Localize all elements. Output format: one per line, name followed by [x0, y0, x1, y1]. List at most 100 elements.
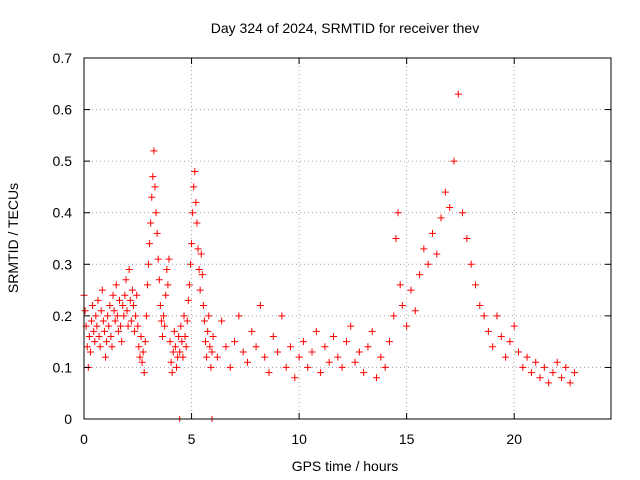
data-point	[373, 374, 381, 382]
data-point	[261, 353, 269, 361]
data-point	[198, 271, 206, 279]
data-point	[515, 348, 523, 356]
data-point	[536, 374, 544, 382]
data-point	[124, 322, 132, 330]
y-tick-label: 0.6	[53, 102, 73, 118]
data-point	[140, 369, 148, 377]
data-point	[85, 332, 93, 340]
data-points	[80, 90, 578, 422]
data-point	[351, 358, 359, 366]
data-point	[139, 348, 147, 356]
data-point	[90, 327, 98, 335]
data-point	[189, 209, 197, 217]
data-point	[146, 240, 154, 248]
y-tick-label: 0.4	[53, 205, 73, 221]
data-point	[120, 312, 128, 320]
data-point	[109, 291, 117, 299]
y-tick-label: 0	[64, 411, 72, 427]
data-point	[334, 353, 342, 361]
plot-frame	[83, 57, 612, 420]
data-point	[131, 327, 139, 335]
data-point	[104, 312, 112, 320]
x-tick-label: 15	[399, 431, 415, 447]
data-point	[163, 265, 171, 273]
data-point	[89, 302, 97, 310]
data-point	[428, 229, 436, 237]
data-point	[441, 188, 449, 196]
data-point	[338, 363, 346, 371]
data-point	[394, 209, 402, 217]
y-tick-label: 0.1	[53, 359, 73, 375]
data-point	[184, 296, 192, 304]
data-point	[252, 343, 260, 351]
data-point	[159, 332, 167, 340]
data-point	[463, 235, 471, 242]
data-point	[304, 363, 312, 371]
data-point	[502, 353, 510, 361]
data-point	[132, 312, 140, 320]
data-point	[416, 271, 424, 279]
data-point	[81, 307, 89, 315]
data-point	[183, 317, 191, 325]
data-point	[186, 260, 194, 268]
data-point	[138, 358, 146, 366]
data-point	[203, 353, 211, 361]
data-point	[454, 90, 462, 98]
data-point	[243, 358, 251, 366]
data-point	[179, 353, 187, 361]
data-point	[506, 338, 514, 346]
data-point	[205, 312, 213, 320]
data-point	[105, 322, 113, 330]
data-point	[312, 327, 320, 335]
data-point	[141, 338, 149, 346]
data-point	[122, 276, 130, 284]
data-point	[222, 343, 230, 351]
data-point	[110, 307, 118, 315]
data-point	[111, 317, 119, 325]
data-point	[154, 255, 162, 263]
data-point	[157, 317, 165, 325]
data-point	[188, 240, 196, 248]
data-point	[91, 338, 99, 346]
data-point	[566, 379, 574, 387]
data-point	[127, 317, 135, 325]
data-point	[145, 260, 153, 268]
data-point	[83, 343, 91, 351]
data-point	[182, 343, 190, 351]
data-point	[295, 353, 303, 361]
y-tick-label: 0.5	[53, 153, 73, 169]
x-tick-label: 10	[291, 431, 307, 447]
data-point	[153, 229, 161, 237]
data-point	[135, 343, 143, 351]
data-point	[519, 363, 527, 371]
y-tick-label: 0.7	[53, 50, 73, 66]
chart-title: Day 324 of 2024, SRMTID for receiver the…	[211, 20, 479, 36]
data-point	[134, 322, 142, 330]
data-point	[99, 317, 107, 325]
data-point	[540, 363, 548, 371]
data-point	[160, 312, 168, 320]
data-point	[206, 343, 214, 351]
data-point	[368, 327, 376, 335]
data-point	[497, 332, 505, 340]
data-point	[424, 260, 432, 268]
data-point	[545, 379, 553, 387]
data-point	[123, 307, 131, 315]
data-point	[98, 286, 106, 294]
data-point	[420, 245, 428, 253]
data-point	[112, 281, 120, 289]
data-point	[92, 312, 100, 320]
data-point	[523, 353, 531, 361]
data-point	[137, 332, 145, 340]
data-point	[185, 281, 193, 289]
data-point	[194, 245, 202, 253]
data-point	[88, 317, 96, 325]
data-point	[93, 322, 101, 330]
data-point	[549, 369, 557, 377]
data-point	[562, 363, 570, 371]
data-point	[209, 332, 217, 340]
data-point	[181, 332, 189, 340]
data-point	[265, 369, 273, 377]
data-point	[218, 317, 226, 325]
data-point	[86, 348, 94, 356]
